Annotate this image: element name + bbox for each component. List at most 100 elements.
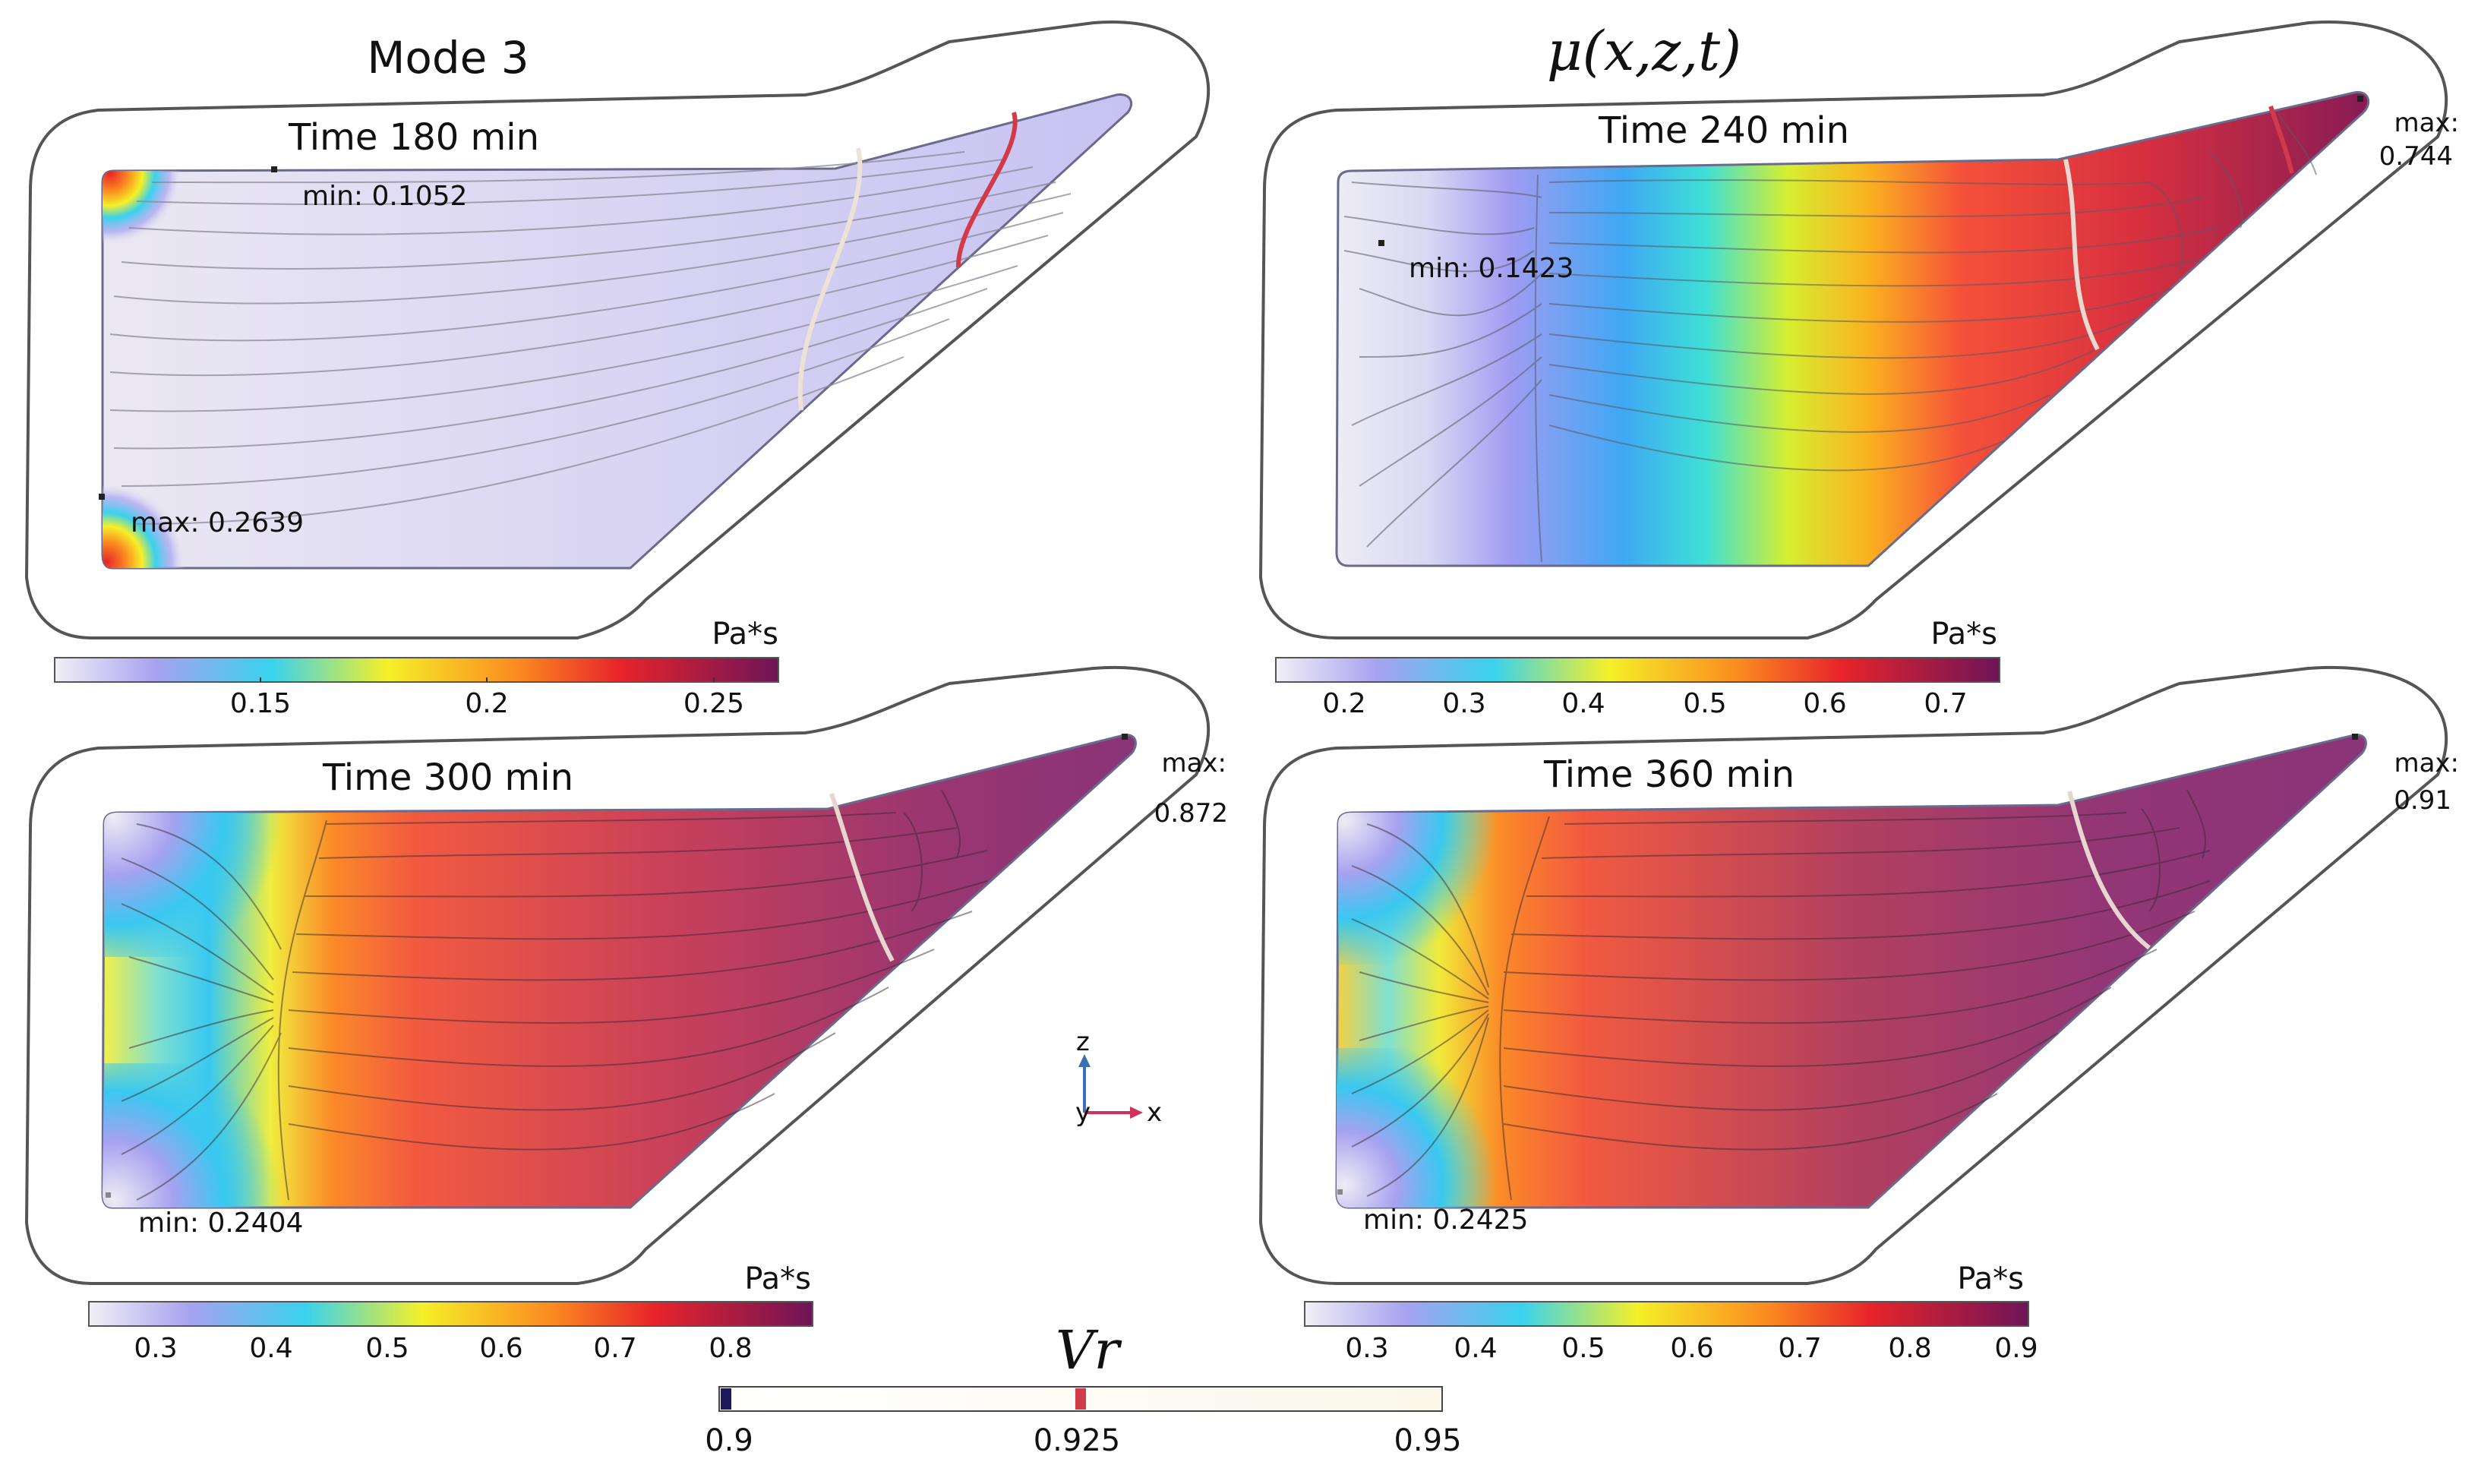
- outer-boundary: [1258, 665, 2448, 1285]
- vr-contour-low: [2063, 159, 2100, 351]
- streamlines: [109, 151, 1072, 525]
- streamlines: [1351, 789, 2211, 1201]
- min-marker: [106, 1192, 111, 1198]
- vr-contour-mid: [955, 112, 1018, 268]
- domain-field: [1335, 90, 2370, 567]
- outer-boundary: [24, 665, 1211, 1285]
- x-axis-label: x: [1147, 1097, 1162, 1128]
- vr-tick-label: 0.9: [705, 1423, 753, 1458]
- colorbar-tick-label: 0.7: [1778, 1333, 1821, 1364]
- vr-swatch-mid: [1075, 1388, 1086, 1410]
- y-axis-label: y: [1075, 1097, 1091, 1128]
- max-label: max:: [1161, 748, 1226, 778]
- colorbar: Pa*s 0.3 0.4 0.5 0.6 0.7 0.8 0.9: [1304, 1261, 2038, 1364]
- colorbar-ticks: 0.3 0.4 0.5 0.6 0.7 0.8 0.9: [1345, 1333, 2038, 1364]
- colorbar: Pa*s 0.3 0.4 0.5 0.6 0.7 0.8: [88, 1261, 813, 1364]
- vr-tick-label: 0.95: [1394, 1423, 1461, 1458]
- vr-tick-label: 0.925: [1034, 1423, 1121, 1458]
- colorbar-tick-label: 0.7: [1924, 688, 1967, 719]
- panel-360: Time 360 min min: 0.2425 max: 0.91 Pa*s …: [1258, 665, 2459, 1364]
- max-marker: [2357, 96, 2363, 102]
- min-marker: [271, 166, 277, 172]
- colorbar-tick-label: 0.2: [465, 688, 508, 719]
- outer-boundary: [1258, 21, 2448, 639]
- max-value: 0.872: [1154, 798, 1228, 829]
- max-label: max: 0.2639: [131, 507, 304, 538]
- colorbar-tick-label: 0.4: [1561, 688, 1605, 719]
- domain-field: [101, 93, 1132, 570]
- panel-300: Time 300 min min: 0.2404 max: 0.872 Pa*s…: [24, 665, 1228, 1364]
- colorbar-ticks: 0.15 0.2 0.25: [230, 677, 744, 719]
- min-label: min: 0.2425: [1363, 1205, 1528, 1236]
- colorbar-tick-label: 0.25: [683, 688, 744, 719]
- vr-legend: Vr 0.9 0.925 0.95: [705, 1319, 1461, 1458]
- colorbar-tick-label: 0.9: [1994, 1333, 2038, 1364]
- max-value: 0.744: [2379, 141, 2453, 172]
- colorbar-tick-label: 0.8: [1888, 1333, 1931, 1364]
- panel-240: Time 240 min min: 0.1423 max: 0.744 Pa*s…: [1258, 21, 2459, 719]
- colorbar-tick-label: 0.3: [134, 1333, 177, 1364]
- vr-legend-title: Vr: [1056, 1319, 1122, 1381]
- colorbar: Pa*s 0.2 0.3 0.4 0.5 0.6 0.7: [1275, 617, 2000, 719]
- streamlines: [121, 789, 988, 1201]
- time-label: Time 240 min: [1598, 109, 1849, 152]
- colorbar-unit: Pa*s: [1930, 617, 1997, 652]
- max-marker: [99, 494, 105, 500]
- colorbar-tick-label: 0.5: [1683, 688, 1726, 719]
- colorbar-gradient: [54, 657, 779, 683]
- panel-180: Time 180 min min: 0.1052 max: 0.2639 Pa*…: [24, 21, 1211, 719]
- colorbar-tick-label: 0.5: [365, 1333, 409, 1364]
- colorbar-tick-label: 0.2: [1322, 688, 1365, 719]
- colorbar-tick-label: 0.7: [593, 1333, 636, 1364]
- colorbar-gradient: [1275, 657, 2000, 683]
- z-axis-label: z: [1076, 1027, 1090, 1057]
- max-value: 0.91: [2394, 785, 2451, 816]
- axis-triad: z y x: [1075, 1027, 1162, 1128]
- corner-region-top: [1338, 813, 1504, 965]
- max-label: max:: [2394, 748, 2459, 778]
- colorbar-tick-label: 0.3: [1442, 688, 1485, 719]
- formula-title: μ(x,z,t): [1547, 19, 1741, 83]
- min-label: min: 0.1052: [302, 181, 467, 212]
- colorbar-tick-label: 0.3: [1345, 1333, 1388, 1364]
- colorbar-tick-label: 0.6: [1803, 688, 1846, 719]
- colorbar-tick-label: 0.8: [709, 1333, 752, 1364]
- colorbar-unit: Pa*s: [744, 1261, 811, 1296]
- z-arrow-head: [1078, 1054, 1091, 1067]
- colorbar-unit: Pa*s: [712, 617, 778, 652]
- time-label: Time 180 min: [288, 116, 539, 159]
- max-label: max:: [2394, 108, 2459, 138]
- colorbar-ticks: 0.2 0.3 0.4 0.5 0.6 0.7: [1322, 688, 1967, 719]
- min-marker: [1337, 1189, 1343, 1195]
- max-marker: [1122, 734, 1128, 740]
- vr-contour-low: [2067, 791, 2151, 950]
- colorbar-gradient: [1304, 1301, 2029, 1327]
- corner-hotspot-bottom: [103, 486, 205, 568]
- corner-region-top: [104, 813, 289, 957]
- colorbar-tick-label: 0.6: [479, 1333, 522, 1364]
- vr-swatch-low: [721, 1388, 731, 1410]
- colorbar-tick-label: 0.15: [230, 688, 291, 719]
- min-marker: [1378, 240, 1384, 246]
- time-label: Time 360 min: [1543, 753, 1795, 796]
- colorbar-gradient: [88, 1301, 813, 1327]
- max-marker: [2352, 734, 2358, 740]
- colorbar-ticks: 0.3 0.4 0.5 0.6 0.7 0.8: [134, 1333, 752, 1364]
- corner-region-bottom: [1337, 1048, 1504, 1208]
- vr-contour-low: [829, 793, 895, 962]
- mode-title: Mode 3: [367, 32, 529, 84]
- colorbar-tick-label: 0.6: [1670, 1333, 1713, 1364]
- time-label: Time 300 min: [322, 756, 573, 799]
- streamlines: [1343, 113, 2317, 563]
- colorbar-tick-label: 0.4: [1454, 1333, 1497, 1364]
- colorbar-tick-label: 0.4: [249, 1333, 292, 1364]
- colorbar: Pa*s 0.15 0.2 0.25: [54, 617, 779, 719]
- outer-boundary: [24, 21, 1211, 639]
- min-label: min: 0.1423: [1409, 253, 1574, 284]
- min-label: min: 0.2404: [138, 1208, 303, 1239]
- colorbar-unit: Pa*s: [1957, 1261, 2024, 1296]
- x-arrow-head: [1130, 1107, 1143, 1119]
- vr-contour-low: [797, 147, 863, 411]
- corner-region-bottom: [103, 1063, 289, 1208]
- vr-contour-mid: [2268, 106, 2294, 174]
